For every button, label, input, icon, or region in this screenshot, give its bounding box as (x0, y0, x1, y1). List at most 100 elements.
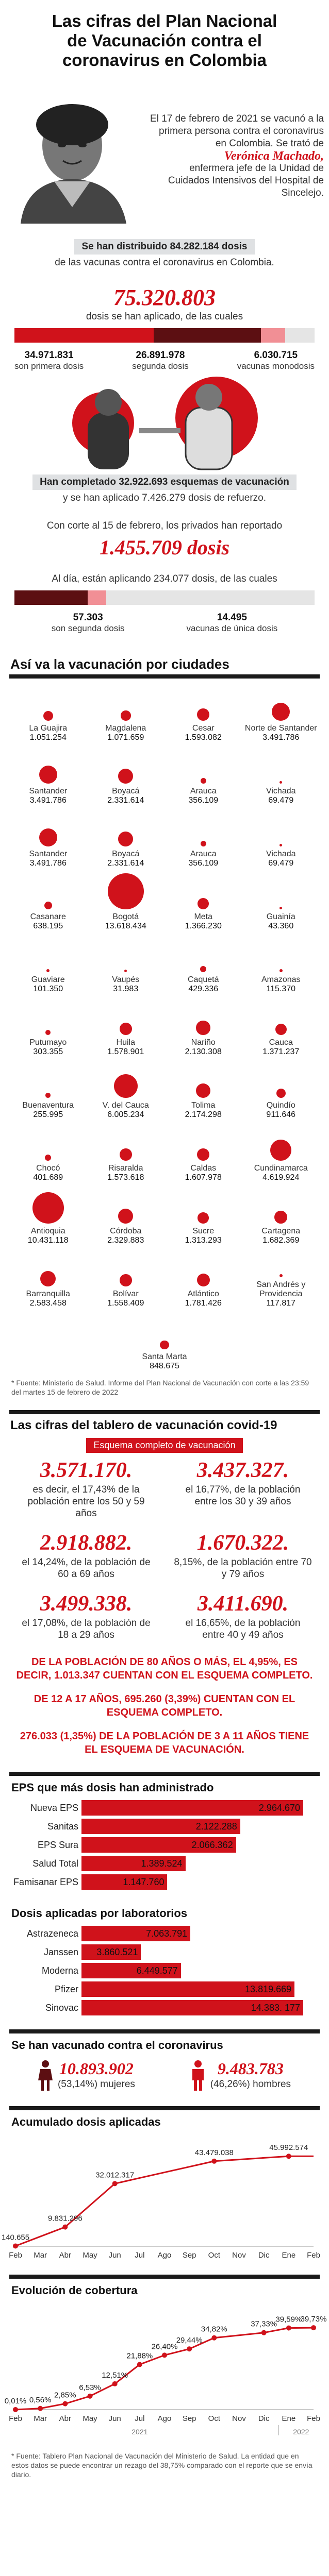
city-value: 848.675 (150, 1362, 179, 1370)
aplicadas-stack-bar (14, 328, 315, 343)
tick-label: Feb (9, 2251, 22, 2260)
city-name: Cesar (192, 724, 215, 733)
city-dot (196, 1021, 211, 1035)
bar: 2.964.670 (81, 1800, 303, 1816)
bar: 3.860.521 (81, 1944, 141, 1960)
city-dot (46, 969, 50, 972)
bar-value: 2.066.362 (191, 1839, 233, 1850)
city-dot (39, 765, 57, 784)
city-value: 1.578.901 (107, 1047, 144, 1056)
city-item: Risaralda 1.573.618 (87, 1124, 165, 1187)
ciudades-title: Así va la vacunación por ciudades (10, 656, 229, 672)
city-value: 2.331.614 (107, 859, 144, 868)
intro-text: El 17 de febrero de 2021 se vacunó a la … (139, 113, 324, 199)
city-value: 303.355 (33, 1047, 63, 1056)
stack-segment (88, 590, 107, 605)
data-label: 29,44% (176, 2336, 203, 2345)
privados-stack-bar (14, 590, 315, 605)
female-icon (38, 2060, 53, 2091)
city-name: Nariño (191, 1038, 216, 1047)
bar-value: 7.063.791 (146, 1928, 188, 1939)
data-label: 6,53% (79, 2383, 101, 2392)
breakdown-primera: 34.971.831 son primera dosis (14, 350, 84, 371)
data-label: 9.831.296 (48, 2214, 83, 2223)
tick-label: Jul (135, 2251, 144, 2260)
labs-title: Dosis aplicadas por laboratorios (11, 1907, 188, 1920)
city-name: Arauca (190, 850, 217, 858)
city-dot (118, 1209, 134, 1224)
year-label: 2021 (131, 2428, 147, 2436)
city-value: 1.573.618 (107, 1173, 144, 1182)
city-name: Magdalena (105, 724, 146, 733)
city-name: Guainía (266, 912, 295, 921)
bar-label: Nueva EPS (30, 1802, 78, 1813)
data-label: 39,59% (275, 2315, 302, 2324)
city-item: Córdoba 2.329.883 (87, 1187, 165, 1249)
bar: 2.066.362 (81, 1837, 236, 1853)
bar-label: Sinovac (45, 2002, 78, 2013)
city-item: San Andrés y Providencia 117.817 (242, 1249, 320, 1312)
city-name: Vichada (266, 850, 296, 858)
tick-label: Mar (34, 2251, 47, 2260)
city-name: Santander (29, 787, 68, 795)
data-point (13, 2406, 18, 2412)
city-value: 911.646 (266, 1110, 296, 1119)
city-dot (197, 1148, 210, 1161)
city-dot (200, 965, 207, 972)
city-value: 356.109 (188, 796, 219, 805)
city-value: 101.350 (33, 985, 63, 993)
breakdown-segunda: 26.891.978 segunda dosis (132, 350, 189, 371)
data-label: 0,56% (29, 2396, 52, 2404)
bar-value: 1.147.760 (123, 1876, 164, 1887)
bar-row: Pfizer 13.819.669 (9, 1980, 320, 1998)
infographic: Las cifras del Plan Nacional de Vacunaci… (0, 11, 329, 2479)
city-item: Santa Marta 848.675 (87, 1312, 242, 1375)
data-label: 12,51% (102, 2371, 128, 2380)
bar-row: Sinovac 14.383. 177 (9, 1998, 320, 2017)
bar-label: Moderna (41, 1965, 78, 1976)
bar-label: Astrazeneca (26, 1928, 78, 1939)
city-value: 1.366.230 (185, 922, 222, 930)
privados-unica: 14.495 vacunas de única dosis (186, 612, 278, 633)
bar-value: 13.819.669 (245, 1984, 292, 1994)
city-item: Boyacá 2.331.614 (87, 747, 165, 809)
hombres-value: 9.483.783 (217, 2059, 284, 2078)
city-value: 2.583.458 (29, 1299, 67, 1308)
city-name: Atlántico (187, 1290, 219, 1298)
bar-value: 14.383. 177 (251, 2002, 300, 2013)
mujeres: 10.893.902 (53,14%) mujeres (38, 2059, 135, 2091)
city-dot (200, 777, 206, 784)
city-dot (39, 828, 57, 846)
city-value: 1.313.293 (185, 1236, 222, 1245)
city-name: Vaupés (112, 975, 140, 984)
city-item: Chocó 401.689 (9, 1124, 87, 1187)
city-item: Vaupés 31.983 (87, 935, 165, 998)
city-dot (118, 769, 134, 784)
tablero-section: Las cifras del tablero de vacunación cov… (0, 1410, 329, 1756)
city-dot (113, 1074, 138, 1098)
city-item: Cauca 1.371.237 (242, 998, 320, 1061)
city-dot (198, 897, 209, 909)
bar: 14.383. 177 (81, 2000, 303, 2015)
tick-label: Abr (59, 2414, 71, 2423)
city-value: 1.371.237 (262, 1047, 300, 1056)
city-item: Casanare 638.195 (9, 872, 87, 935)
bar-label: Janssen (43, 1946, 78, 1957)
distribuidas-sub: de las vacunas contra el coronavirus en … (55, 257, 274, 268)
data-label: 39,73% (301, 2315, 327, 2324)
city-dot (274, 1211, 288, 1224)
city-value: 2.329.883 (107, 1236, 144, 1245)
privados-section: Con corte al 15 de febrero, los privados… (0, 520, 329, 634)
bar-value: 2.122.288 (195, 1821, 237, 1832)
tablero-item: 2.918.882. el 14,24%, de la población de … (22, 1531, 151, 1580)
divider (9, 2275, 320, 2279)
city-dot (279, 969, 283, 972)
city-name: Antioquia (30, 1227, 65, 1235)
esquemas-label: Han completado 32.922.693 esquemas de va… (32, 474, 297, 490)
data-label: 26,40% (152, 2342, 178, 2351)
ciudades-footnote: * Fuente: Ministerio de Salud. Informe d… (11, 1379, 309, 1396)
city-value: 1.051.254 (29, 733, 67, 742)
city-value: 10.431.118 (27, 1236, 69, 1245)
city-value: 2.130.308 (185, 1047, 222, 1056)
privados-number: 1.455.709 dosis (99, 536, 230, 559)
